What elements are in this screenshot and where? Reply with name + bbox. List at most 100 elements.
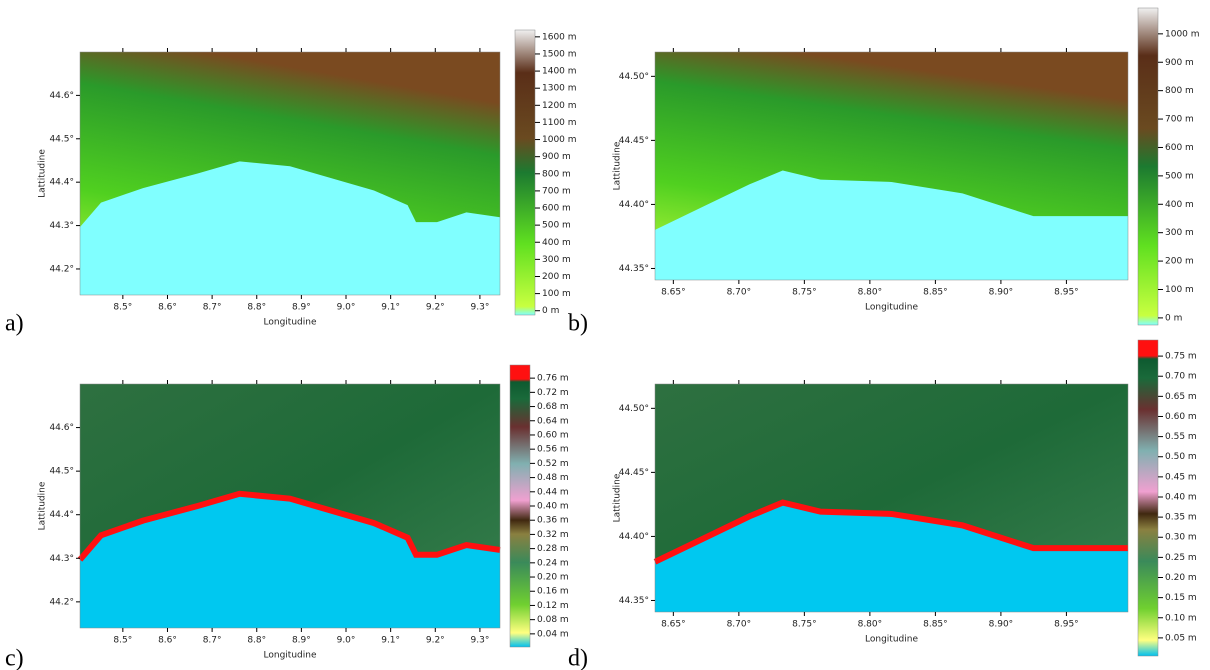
x-tick-label: 8.7°	[203, 636, 222, 646]
colorbar-tick-label: 700 m	[1165, 115, 1194, 125]
x-tick-label: 8.65°	[661, 620, 686, 630]
colorbar-tick-label: 0.75 m	[1165, 352, 1197, 362]
y-tick-label: 44.2°	[49, 597, 74, 607]
x-axis-label: Longitudine	[865, 303, 918, 313]
colorbar-tick-label: 0.20 m	[1165, 573, 1197, 583]
x-tick-label: 8.80°	[858, 620, 883, 630]
x-tick-label: 9.1°	[381, 303, 400, 313]
y-tick-label: 44.40°	[619, 532, 649, 542]
colorbar-tick-label: 0.56 m	[537, 445, 569, 455]
colorbar-tick-label: 0.28 m	[537, 544, 569, 554]
colorbar	[1137, 339, 1159, 657]
plot-frame	[654, 383, 1129, 613]
colorbar-tick-label: 0.30 m	[1165, 533, 1197, 543]
colorbar-tick-label: 0 m	[542, 306, 559, 316]
colorbar-tick-label: 300 m	[1165, 228, 1194, 238]
colorbar-tick-label: 0.50 m	[1165, 452, 1197, 462]
colorbar-tick-label: 1000 m	[1165, 29, 1200, 39]
x-tick-label: 8.70°	[727, 620, 752, 630]
x-tick-label: 8.75°	[792, 288, 817, 298]
colorbar-tick-label: 400 m	[542, 238, 571, 248]
colorbar	[1137, 7, 1159, 326]
x-tick-label: 9.1°	[381, 636, 400, 646]
colorbar-tick-label: 0.68 m	[537, 402, 569, 412]
x-tick-label: 8.90°	[989, 620, 1014, 630]
x-tick-label: 8.75°	[792, 620, 817, 630]
y-axis-label: Lattitudine	[38, 149, 48, 198]
x-tick-label: 8.95°	[1054, 288, 1079, 298]
panel-label: c)	[5, 646, 24, 670]
y-axis-label: Lattitudine	[38, 481, 48, 530]
colorbar-tick-label: 0.48 m	[537, 473, 569, 483]
colorbar-tick-label: 200 m	[1165, 257, 1194, 267]
colorbar-tick-label: 600 m	[542, 204, 571, 214]
colorbar-tick-label: 100 m	[542, 289, 571, 299]
x-tick-label: 8.6°	[158, 636, 177, 646]
colorbar-tick-label: 0.24 m	[537, 558, 569, 568]
x-tick-label: 8.65°	[661, 288, 686, 298]
colorbar-tick-label: 0.45 m	[1165, 472, 1197, 482]
x-tick-label: 8.5°	[113, 303, 132, 313]
x-tick-label: 8.85°	[923, 288, 948, 298]
colorbar-tick-label: 0.55 m	[1165, 432, 1197, 442]
x-tick-label: 9.0°	[337, 636, 356, 646]
y-tick-label: 44.35°	[619, 596, 649, 606]
colorbar-tick-label: 0.76 m	[537, 374, 569, 384]
plot-frame	[79, 51, 501, 296]
colorbar-tick-label: 900 m	[542, 152, 571, 162]
colorbar-tick-label: 0.60 m	[537, 430, 569, 440]
plot-frame	[654, 51, 1129, 281]
colorbar-tick-label: 1500 m	[542, 49, 577, 59]
y-tick-label: 44.6°	[49, 423, 74, 433]
x-tick-label: 8.7°	[203, 303, 222, 313]
colorbar-tick-label: 0.05 m	[1165, 633, 1197, 643]
x-tick-label: 8.9°	[292, 636, 311, 646]
x-tick-label: 8.70°	[727, 288, 752, 298]
flooded-coast	[77, 490, 501, 562]
colorbar-tick-label: 0.04 m	[537, 629, 569, 639]
y-tick-label: 44.35°	[619, 264, 649, 274]
colorbar-tick-label: 0.40 m	[1165, 492, 1197, 502]
y-tick-label: 44.50°	[619, 72, 649, 82]
x-tick-label: 8.5°	[113, 636, 132, 646]
colorbar-tick-label: 0.44 m	[537, 487, 569, 497]
colorbar-tick-label: 0.64 m	[537, 416, 569, 426]
colorbar-tick-label: 400 m	[1165, 200, 1194, 210]
sea	[655, 170, 1128, 280]
colorbar-tick-label: 500 m	[542, 221, 571, 231]
colorbar-tick-label: 0.15 m	[1165, 593, 1197, 603]
colorbar-tick-label: 0.72 m	[537, 388, 569, 398]
colorbar-tick-label: 0.60 m	[1165, 412, 1197, 422]
x-axis-label: Longitudine	[264, 651, 317, 661]
y-tick-label: 44.6°	[49, 91, 74, 101]
y-tick-label: 44.3°	[49, 554, 74, 564]
y-axis-label: Lattitudine	[613, 141, 623, 190]
y-tick-label: 44.50°	[619, 404, 649, 414]
colorbar-tick-label: 0.32 m	[537, 530, 569, 540]
colorbar	[514, 29, 536, 316]
colorbar-tick-label: 0.10 m	[1165, 613, 1197, 623]
y-tick-label: 44.3°	[49, 221, 74, 231]
colorbar-tick-label: 0.16 m	[537, 587, 569, 597]
colorbar	[509, 364, 531, 648]
colorbar-tick-label: 1100 m	[542, 118, 577, 128]
colorbar-tick-label: 1200 m	[542, 101, 577, 111]
panel-label: a)	[5, 311, 24, 337]
x-tick-label: 8.80°	[858, 288, 883, 298]
x-axis-label: Longitudine	[865, 635, 918, 645]
colorbar-tick-label: 1300 m	[542, 84, 577, 94]
x-tick-label: 9.0°	[337, 303, 356, 313]
colorbar-tick-label: 0.20 m	[537, 573, 569, 583]
y-tick-label: 44.40°	[619, 200, 649, 210]
colorbar-tick-label: 0.40 m	[537, 502, 569, 512]
colorbar-tick-label: 300 m	[542, 255, 571, 265]
colorbar-tick-label: 0.12 m	[537, 601, 569, 611]
colorbar-tick-label: 1000 m	[542, 135, 577, 145]
colorbar-tick-label: 0.65 m	[1165, 392, 1197, 402]
y-axis-label: Lattitudine	[613, 473, 623, 522]
colorbar-tick-label: 100 m	[1165, 285, 1194, 295]
y-tick-label: 44.4°	[49, 510, 74, 520]
x-axis-label: Longitudine	[264, 318, 317, 328]
x-tick-label: 9.3°	[471, 636, 490, 646]
